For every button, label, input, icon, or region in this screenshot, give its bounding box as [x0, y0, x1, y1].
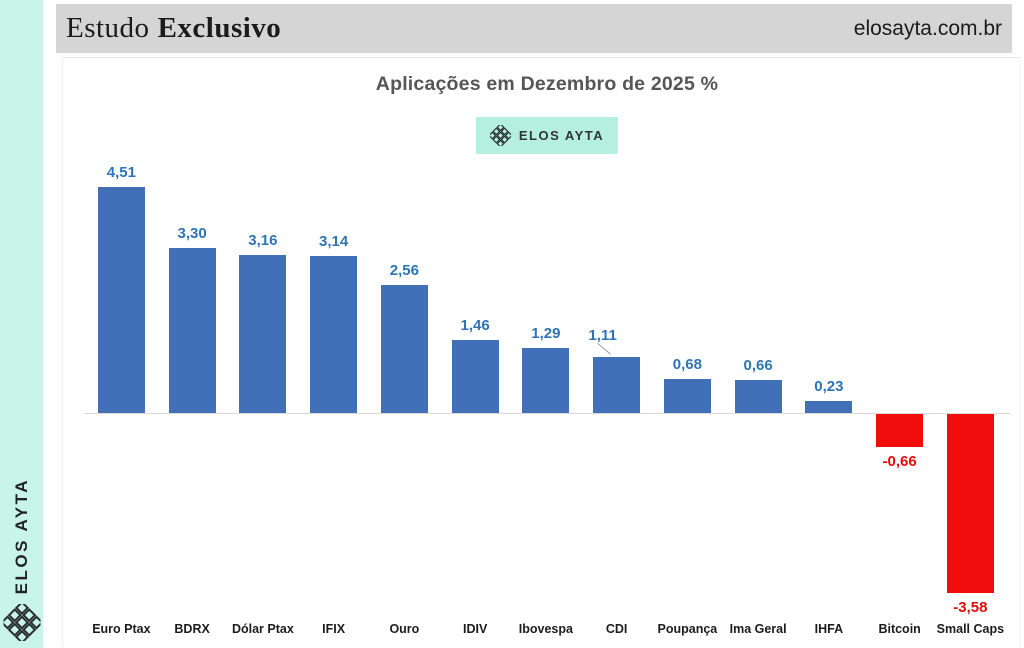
bar-small-caps [946, 414, 994, 593]
label-leader-line [596, 343, 611, 355]
x-axis-label-ima-geral: Ima Geral [729, 622, 787, 636]
x-axis-label-euro-ptax: Euro Ptax [92, 622, 151, 636]
x-axis-label-ouro: Ouro [389, 622, 420, 636]
bar-ihfa [805, 401, 853, 413]
bar-value-label-poupanca: 0,68 [672, 356, 702, 373]
brand-badge-row: ELOS AYTA [86, 117, 1008, 154]
bar-ima-geral [734, 380, 782, 413]
bar-bitcoin [876, 414, 924, 447]
header-bar: Estudo Exclusivo elosayta.com.br [56, 4, 1012, 53]
bar-bdrx [168, 248, 216, 413]
x-axis-label-ifix: IFIX [322, 622, 346, 636]
bar-idiv [451, 340, 499, 413]
bar-ibovespa [522, 348, 570, 413]
x-axis-label-bdrx: BDRX [174, 622, 210, 636]
brand-badge: ELOS AYTA [475, 117, 619, 154]
bar-value-label-euro-ptax: 4,51 [106, 164, 136, 181]
bar-ifix [310, 256, 358, 413]
masthead-word-regular: Estudo [66, 12, 150, 44]
chart-title: Aplicações em Dezembro de 2025 % [375, 73, 719, 95]
website-url-text: elosayta.com.br [853, 16, 1002, 40]
masthead-title: Estudo Exclusivo [66, 12, 281, 45]
bar-value-label-ihfa: 0,23 [814, 378, 844, 395]
bar-dolar-ptax [239, 255, 287, 413]
brand-badge-label: ELOS AYTA [518, 128, 605, 143]
masthead-word-bold: Exclusivo [157, 12, 282, 44]
brand-sidebar: ELOS AYTA [0, 0, 43, 648]
bar-value-label-bdrx: 3,30 [177, 225, 207, 242]
bar-value-label-ibovespa: 1,29 [531, 325, 561, 342]
x-axis-label-ihfa: IHFA [814, 622, 844, 636]
bar-cdi [593, 357, 641, 413]
bar-value-label-small-caps: -3,58 [953, 599, 988, 616]
x-axis-label-idiv: IDIV [462, 622, 488, 636]
bar-value-label-ifix: 3,14 [319, 233, 349, 250]
x-axis-baseline [84, 413, 1010, 414]
bar-value-label-bitcoin: -0,66 [882, 453, 917, 470]
x-axis-label-small-caps: Small Caps [936, 622, 1005, 636]
x-axis-label-poupanca: Poupança [657, 622, 718, 636]
bar-value-label-dolar-ptax: 3,16 [248, 232, 278, 249]
x-axis-label-cdi: CDI [605, 622, 628, 636]
bar-value-label-ouro: 2,56 [389, 262, 419, 279]
x-axis-label-ibovespa: Ibovespa [518, 622, 573, 636]
bar-value-label-cdi: 1,11 [588, 327, 617, 344]
x-axis-label-dolar-ptax: Dólar Ptax [231, 622, 294, 636]
bar-value-label-idiv: 1,46 [460, 317, 490, 334]
bar-poupanca [663, 379, 711, 413]
bar-ouro [380, 285, 428, 413]
bar-value-label-ima-geral: 0,66 [743, 357, 773, 374]
bar-euro-ptax [97, 187, 145, 413]
x-axis-label-bitcoin: Bitcoin [878, 622, 921, 636]
